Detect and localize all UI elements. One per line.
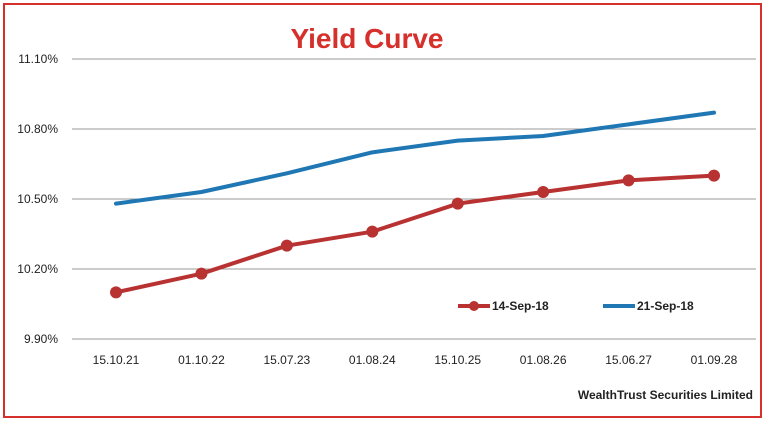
data-point [622, 174, 635, 187]
data-point [451, 197, 464, 210]
data-point [195, 267, 208, 280]
x-tick-label: 01.10.22 [178, 353, 225, 367]
x-tick-label: 01.08.26 [520, 353, 567, 367]
y-tick-label: 10.20% [17, 262, 58, 276]
x-tick-label: 01.08.24 [349, 353, 396, 367]
y-axis: 9.90% 10.20% 10.50% 10.80% 11.10% [17, 52, 58, 346]
legend-marker [469, 301, 479, 311]
x-tick-label: 01.09.28 [691, 353, 738, 367]
x-tick-label: 15.10.21 [93, 353, 140, 367]
data-point [366, 225, 379, 238]
chart-frame [3, 3, 762, 418]
series-line-2 [114, 110, 716, 206]
data-point [280, 239, 293, 252]
x-axis: 15.10.21 01.10.22 15.07.23 01.08.24 15.10.25… [93, 353, 738, 367]
gridlines [72, 58, 756, 340]
legend-label: 14-Sep-18 [492, 299, 549, 313]
y-tick-label: 11.10% [18, 52, 58, 66]
x-tick-label: 15.06.27 [605, 353, 652, 367]
y-tick-label: 9.90% [24, 332, 58, 346]
source-label: WealthTrust Securities Limited [578, 388, 753, 402]
data-point [537, 186, 550, 198]
chart-title: Yield Curve [290, 23, 443, 54]
data-point [708, 169, 720, 182]
data-point [110, 286, 122, 299]
x-tick-label: 15.07.23 [263, 353, 310, 367]
y-tick-label: 10.80% [17, 122, 58, 136]
x-tick-label: 15.10.25 [434, 353, 481, 367]
series-line-1 [114, 173, 716, 295]
legend-label: 21-Sep-18 [637, 299, 694, 313]
y-tick-label: 10.50% [17, 192, 58, 206]
legend: 14-Sep-18 21-Sep-18 [458, 299, 694, 313]
series [110, 110, 720, 299]
